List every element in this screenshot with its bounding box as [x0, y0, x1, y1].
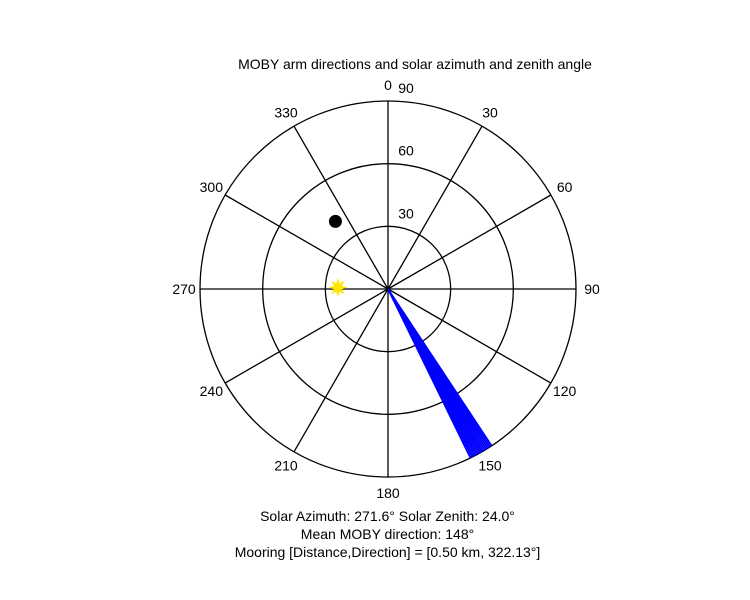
spoke-240 [224, 288, 389, 384]
angle-tick-label: 150 [478, 458, 502, 474]
angle-tick-label: 270 [172, 281, 196, 297]
angle-tick-label: 180 [376, 485, 400, 501]
chart-title: MOBY arm directions and solar azimuth an… [238, 56, 592, 72]
solar-position-marker [328, 277, 348, 298]
spoke-30 [387, 125, 483, 290]
radius-tick-label: 90 [398, 80, 414, 96]
angle-tick-label: 240 [200, 383, 224, 399]
arm-direction-line [387, 288, 472, 459]
solar-annotation: Solar Azimuth: 271.6° Solar Zenith: 24.0… [260, 508, 515, 524]
spoke-60 [387, 194, 552, 290]
data-layer [328, 214, 493, 459]
angle-tick-label: 30 [482, 104, 498, 120]
spoke-300 [224, 194, 389, 290]
radius-tick-label: 30 [398, 205, 414, 221]
angle-tick-label: 210 [274, 458, 298, 474]
angle-tick-label: 60 [557, 179, 573, 195]
angle-tick-label: 90 [584, 281, 600, 297]
spoke-120 [387, 288, 552, 384]
angle-tick-label: 120 [553, 383, 577, 399]
spoke-210 [293, 288, 389, 453]
mooring-position-marker [328, 214, 342, 228]
mooring-annotation: Mooring [Distance,Direction] = [0.50 km,… [234, 544, 541, 560]
radius-tick-label: 60 [398, 143, 414, 159]
polar-grid [199, 100, 577, 478]
angle-tick-label: 300 [200, 179, 224, 195]
tick-labels: 0 30 60 90 120 150 180 210 240 270 300 330 30 60 90 [172, 77, 600, 501]
angle-tick-label: 330 [274, 104, 298, 120]
moby-direction-annotation: Mean MOBY direction: 148° [300, 526, 475, 542]
spoke-330 [293, 125, 389, 290]
angle-tick-label: 0 [384, 77, 392, 93]
